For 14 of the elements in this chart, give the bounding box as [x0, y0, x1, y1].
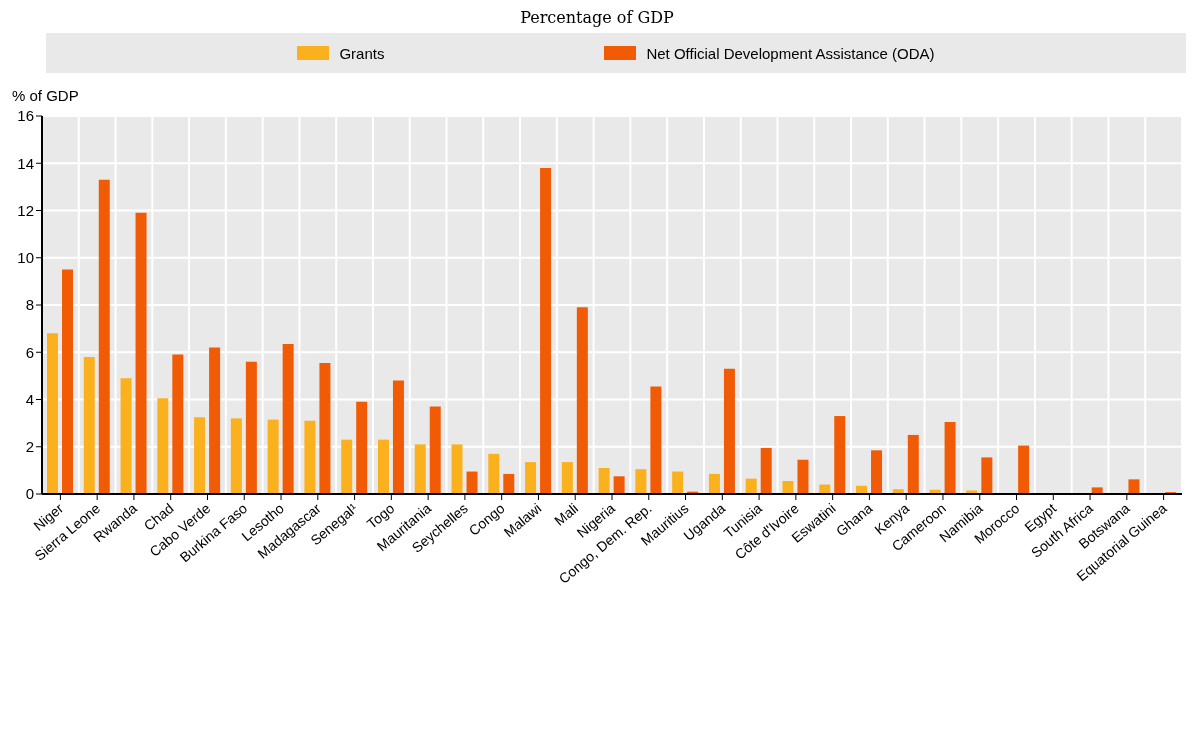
- y-tick-label: 12: [17, 201, 34, 219]
- y-tick-label: 10: [17, 249, 34, 267]
- y-tick-label: 14: [17, 154, 34, 172]
- chart-subtitle: Percentage of GDP: [519, 8, 675, 27]
- y-axis-title: % of GDP: [12, 87, 80, 104]
- y-tick-label: 6: [25, 343, 34, 361]
- y-tick-label: 4: [25, 390, 34, 408]
- legend-label: Grants: [339, 44, 385, 62]
- y-tick-label: 16: [17, 107, 34, 125]
- y-tick-label: 0: [25, 485, 34, 503]
- legend-label: Net Official Development Assistance (ODA): [646, 44, 935, 62]
- y-tick-label: 8: [25, 296, 34, 314]
- x-tick-label: Mali: [551, 500, 582, 529]
- y-tick-label: 2: [25, 438, 34, 456]
